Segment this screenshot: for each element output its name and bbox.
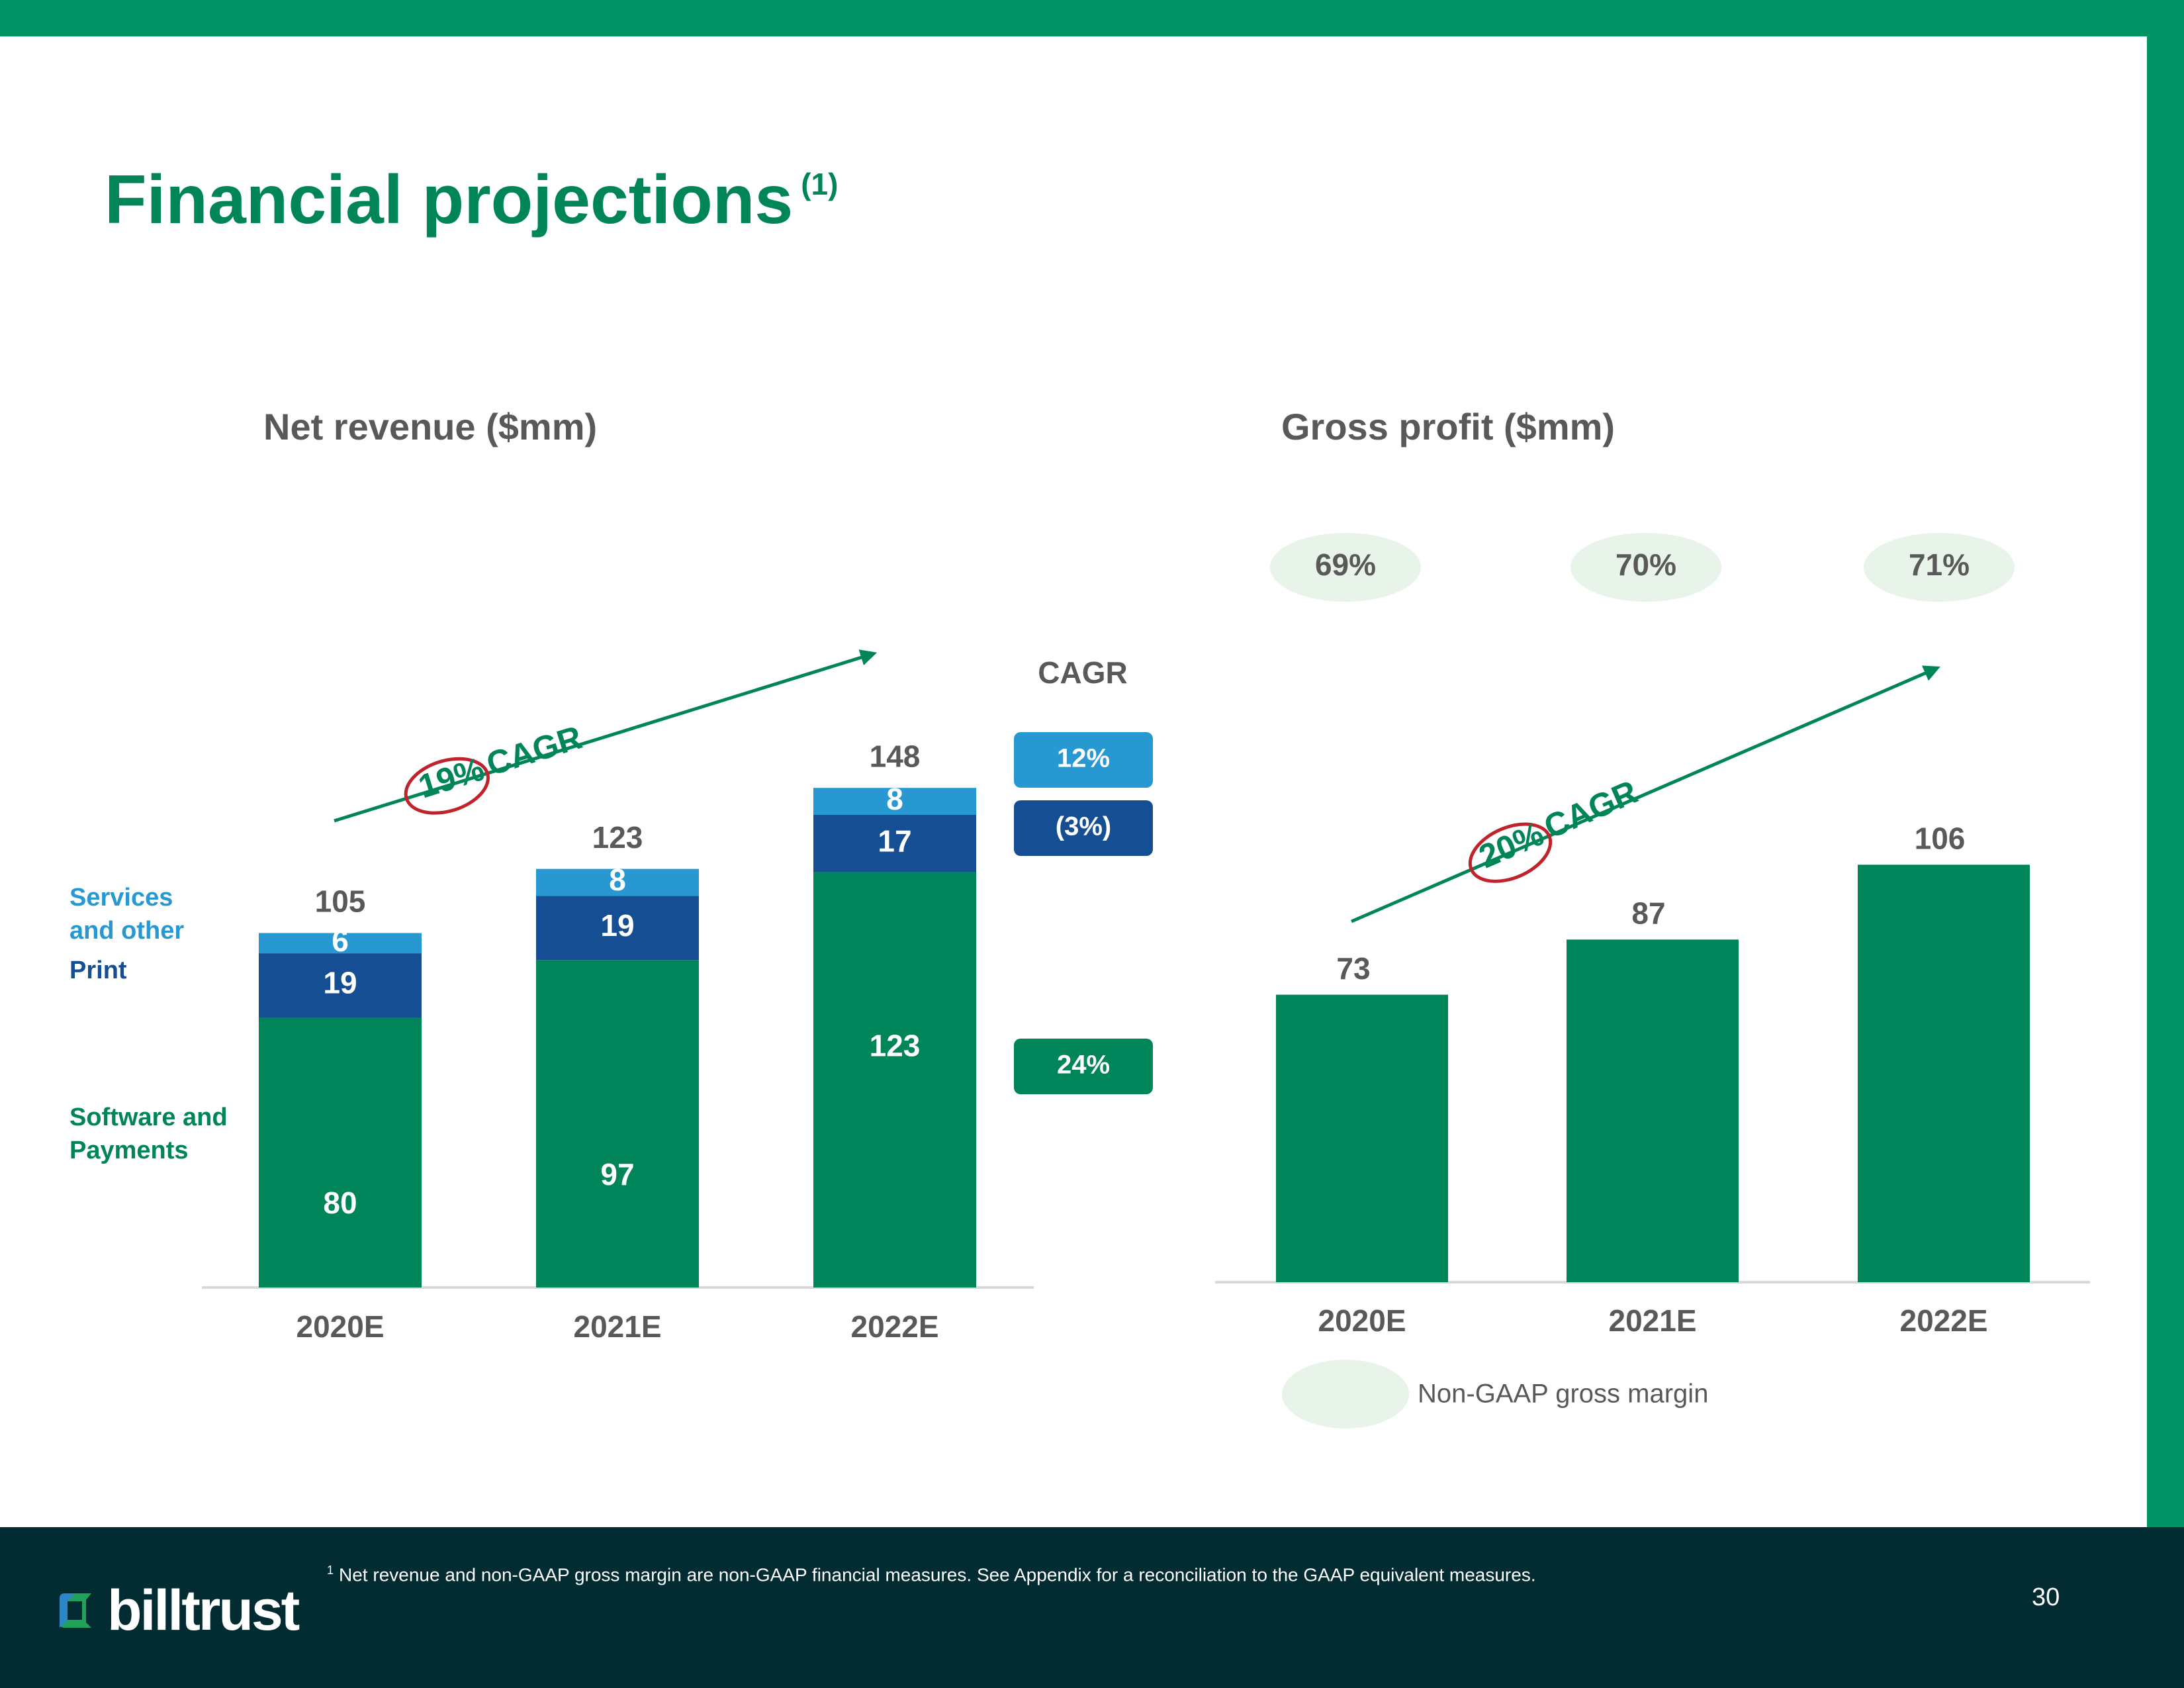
revenue-value-label: 8 [609, 863, 626, 897]
profit-cagr-arrow [1351, 665, 1940, 923]
revenue-value-label: 19 [600, 908, 634, 943]
margin-pill-label: 71% [1909, 547, 1970, 582]
gross-profit-title: Gross profit ($mm) [1281, 406, 1615, 447]
revenue-bar-2022E-s1 [813, 815, 976, 872]
title-footnote-marker: (1) [801, 167, 839, 201]
net-revenue-chart: 80 19 6 105 2020E 97 19 8 123 2021E 123 17 8 148 2022E… [69, 649, 1153, 1344]
profit-value-label: 73 [1336, 951, 1370, 986]
revenue-bar-2022E-s2 [813, 788, 976, 815]
revenue-bar-2021E-s2 [536, 868, 699, 896]
margin-pill [1270, 533, 1421, 602]
page-number: 30 [2032, 1583, 2060, 1611]
revenue-bar-2020E-s0 [259, 1017, 422, 1288]
cagr-pill-label: 24% [1057, 1051, 1110, 1080]
revenue-value-label: 97 [600, 1157, 634, 1192]
revenue-bar-2020E-s1 [259, 953, 422, 1017]
revenue-value-label: 17 [878, 824, 911, 859]
revenue-cagr-arrow [334, 649, 878, 823]
revenue-total-label: 148 [870, 739, 921, 773]
revenue-total-label: 123 [592, 820, 643, 855]
page-title: Financial projections (1) [105, 162, 838, 238]
margin-pill [1864, 533, 2015, 602]
right-accent-bar [2147, 0, 2184, 1529]
profit-value-label: 106 [1915, 821, 1966, 855]
cagr-column-header: CAGR [1038, 655, 1127, 690]
footnote-marker: 1 [327, 1564, 334, 1577]
revenue-bar-2021E-s1 [536, 896, 699, 961]
legend-software-label-line2: Payments [69, 1137, 189, 1164]
revenue-bar-2021E-s0 [536, 960, 699, 1288]
revenue-value-label: 6 [332, 923, 349, 958]
margin-pill-label: 70% [1615, 547, 1676, 582]
revenue-total-label: 105 [315, 884, 366, 919]
margin-pill-label: 69% [1315, 547, 1376, 582]
charts-canvas: 80 19 6 105 2020E 97 19 8 123 2021E 123 17 8 148 2022E… [69, 533, 2090, 1429]
revenue-bar-2022E-s0 [813, 872, 976, 1288]
legend-services-label: Services [69, 884, 173, 912]
billtrust-logo-icon [60, 1593, 91, 1628]
profit-value-label: 87 [1631, 896, 1665, 931]
cagr-pill-label: (3%) [1056, 812, 1111, 841]
top-accent-bar [0, 0, 2184, 36]
margin-pill [1570, 533, 1721, 602]
margin-legend-label: Non-GAAP gross margin [1418, 1380, 1708, 1409]
revenue-category-label: 2020E [296, 1309, 384, 1344]
profit-bar-2021E [1567, 939, 1739, 1282]
page-title-text: Financial projections [105, 162, 794, 238]
billtrust-logo: billtrust [56, 1579, 300, 1642]
cagr-pill-s1 [1014, 800, 1153, 856]
footnote-text: Net revenue and non-GAAP gross margin ar… [339, 1564, 1536, 1585]
profit-bar-2022E [1858, 865, 2030, 1282]
billtrust-logo-text: billtrust [107, 1579, 300, 1642]
profit-cagr-label: CAGR [1539, 773, 1643, 846]
footnote: 1 Net revenue and non-GAAP gross margin a… [327, 1564, 1536, 1585]
cagr-pill-label: 12% [1057, 744, 1110, 773]
revenue-cagr-annotation: 19%CAGR [404, 718, 586, 815]
legend-software-label: Software and [69, 1103, 228, 1131]
profit-category-label: 2020E [1318, 1303, 1406, 1338]
profit-category-label: 2022E [1899, 1303, 1987, 1338]
profit-cagr-annotation: 20%CAGR [1468, 773, 1643, 883]
cagr-pill-s0 [1014, 1039, 1153, 1094]
gross-profit-chart: 73 2020E 87 2021E 106 2022E 69% 70% 71% Non-GAAP … [1215, 533, 2090, 1429]
revenue-category-label: 2022E [850, 1309, 938, 1344]
legend-services-label-line2: and other [69, 917, 184, 945]
revenue-value-label: 123 [870, 1029, 921, 1063]
revenue-value-label: 8 [886, 782, 903, 816]
legend-print-label: Print [69, 957, 127, 984]
profit-bar-2020E [1276, 994, 1448, 1282]
revenue-category-label: 2021E [573, 1309, 661, 1344]
revenue-bar-2020E-s2 [259, 933, 422, 954]
revenue-cagr-ring [404, 757, 490, 815]
footer [0, 1527, 2184, 1688]
net-revenue-title: Net revenue ($mm) [263, 406, 598, 447]
revenue-cagr-label: CAGR [482, 718, 586, 782]
revenue-value-label: 80 [323, 1186, 357, 1220]
margin-legend-swatch [1282, 1360, 1409, 1429]
revenue-value-label: 19 [323, 966, 357, 1000]
profit-category-label: 2021E [1608, 1303, 1696, 1338]
cagr-pill-s2 [1014, 732, 1153, 788]
